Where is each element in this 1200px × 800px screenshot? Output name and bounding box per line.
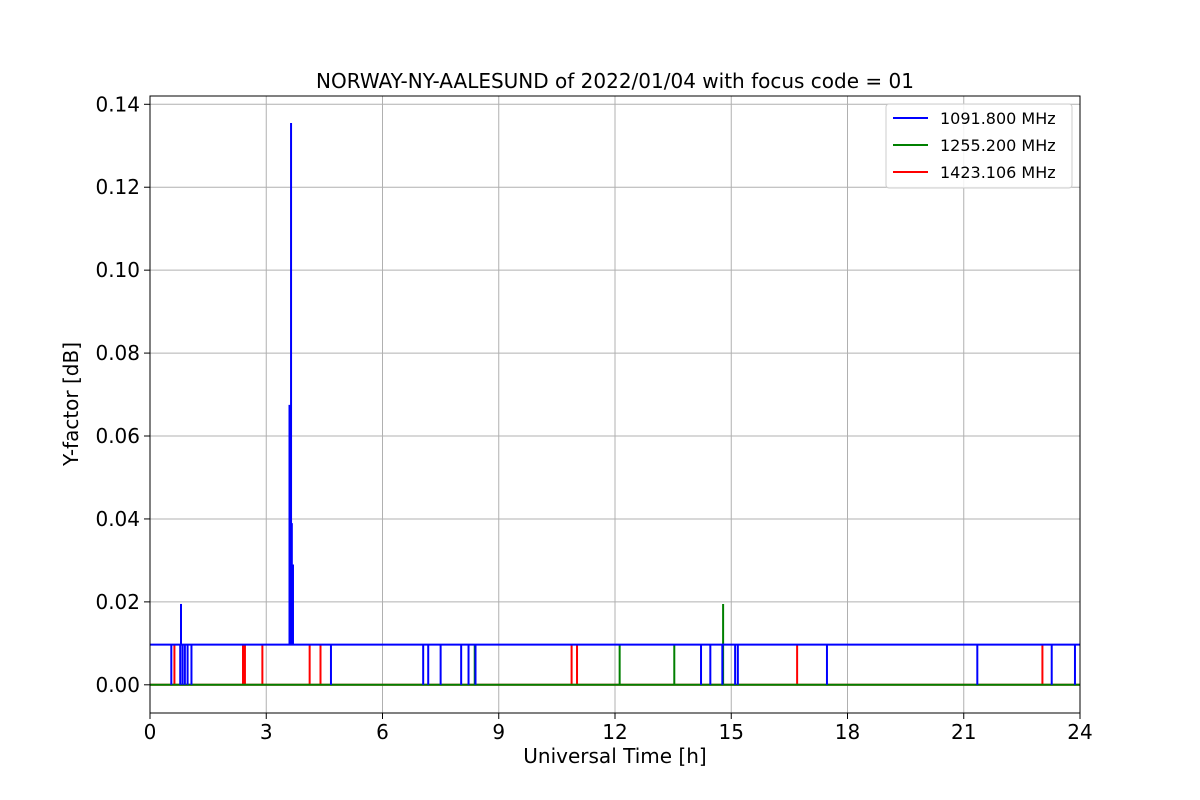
grid bbox=[149, 96, 1081, 713]
y-tick-label: 0.00 bbox=[95, 673, 140, 697]
x-tick-label: 3 bbox=[260, 720, 273, 744]
x-tick-label: 21 bbox=[951, 720, 976, 744]
x-tick-label: 0 bbox=[144, 720, 157, 744]
x-tick-label: 6 bbox=[376, 720, 389, 744]
y-tick-label: 0.10 bbox=[95, 258, 140, 282]
legend-label-1255: 1255.200 MHz bbox=[940, 136, 1056, 155]
plot-area bbox=[150, 122, 1080, 686]
y-tick-label: 0.12 bbox=[95, 175, 140, 199]
y-tick-label: 0.06 bbox=[95, 424, 140, 448]
x-tick-label: 9 bbox=[492, 720, 505, 744]
series-1091 bbox=[150, 122, 1080, 685]
y-tick-label: 0.04 bbox=[95, 507, 140, 531]
y-tick-label: 0.02 bbox=[95, 590, 140, 614]
x-tick-label: 12 bbox=[602, 720, 627, 744]
legend-box bbox=[885, 103, 1073, 189]
y-axis-label: Y-factor [dB] bbox=[59, 342, 83, 467]
y-tick-label: 0.08 bbox=[95, 341, 140, 365]
x-tick-label: 15 bbox=[719, 720, 744, 744]
x-tick-label: 24 bbox=[1067, 720, 1092, 744]
x-tick-label: 18 bbox=[835, 720, 860, 744]
chart-title: NORWAY-NY-AALESUND of 2022/01/04 with fo… bbox=[316, 69, 914, 93]
legend-label-1091: 1091.800 MHz bbox=[940, 109, 1056, 128]
legend-label-1423: 1423.106 MHz bbox=[940, 163, 1056, 182]
x-axis-label: Universal Time [h] bbox=[523, 744, 706, 768]
axes-ticks: 0 3 6 9 12 15 18 21 24 0.00 0.02 0.04 0.06 0.08 0.10 0.… bbox=[95, 92, 1092, 744]
legend: 1091.800 MHz 1255.200 MHz 1423.106 MHz bbox=[885, 103, 1073, 189]
y-tick-label: 0.14 bbox=[95, 92, 140, 116]
